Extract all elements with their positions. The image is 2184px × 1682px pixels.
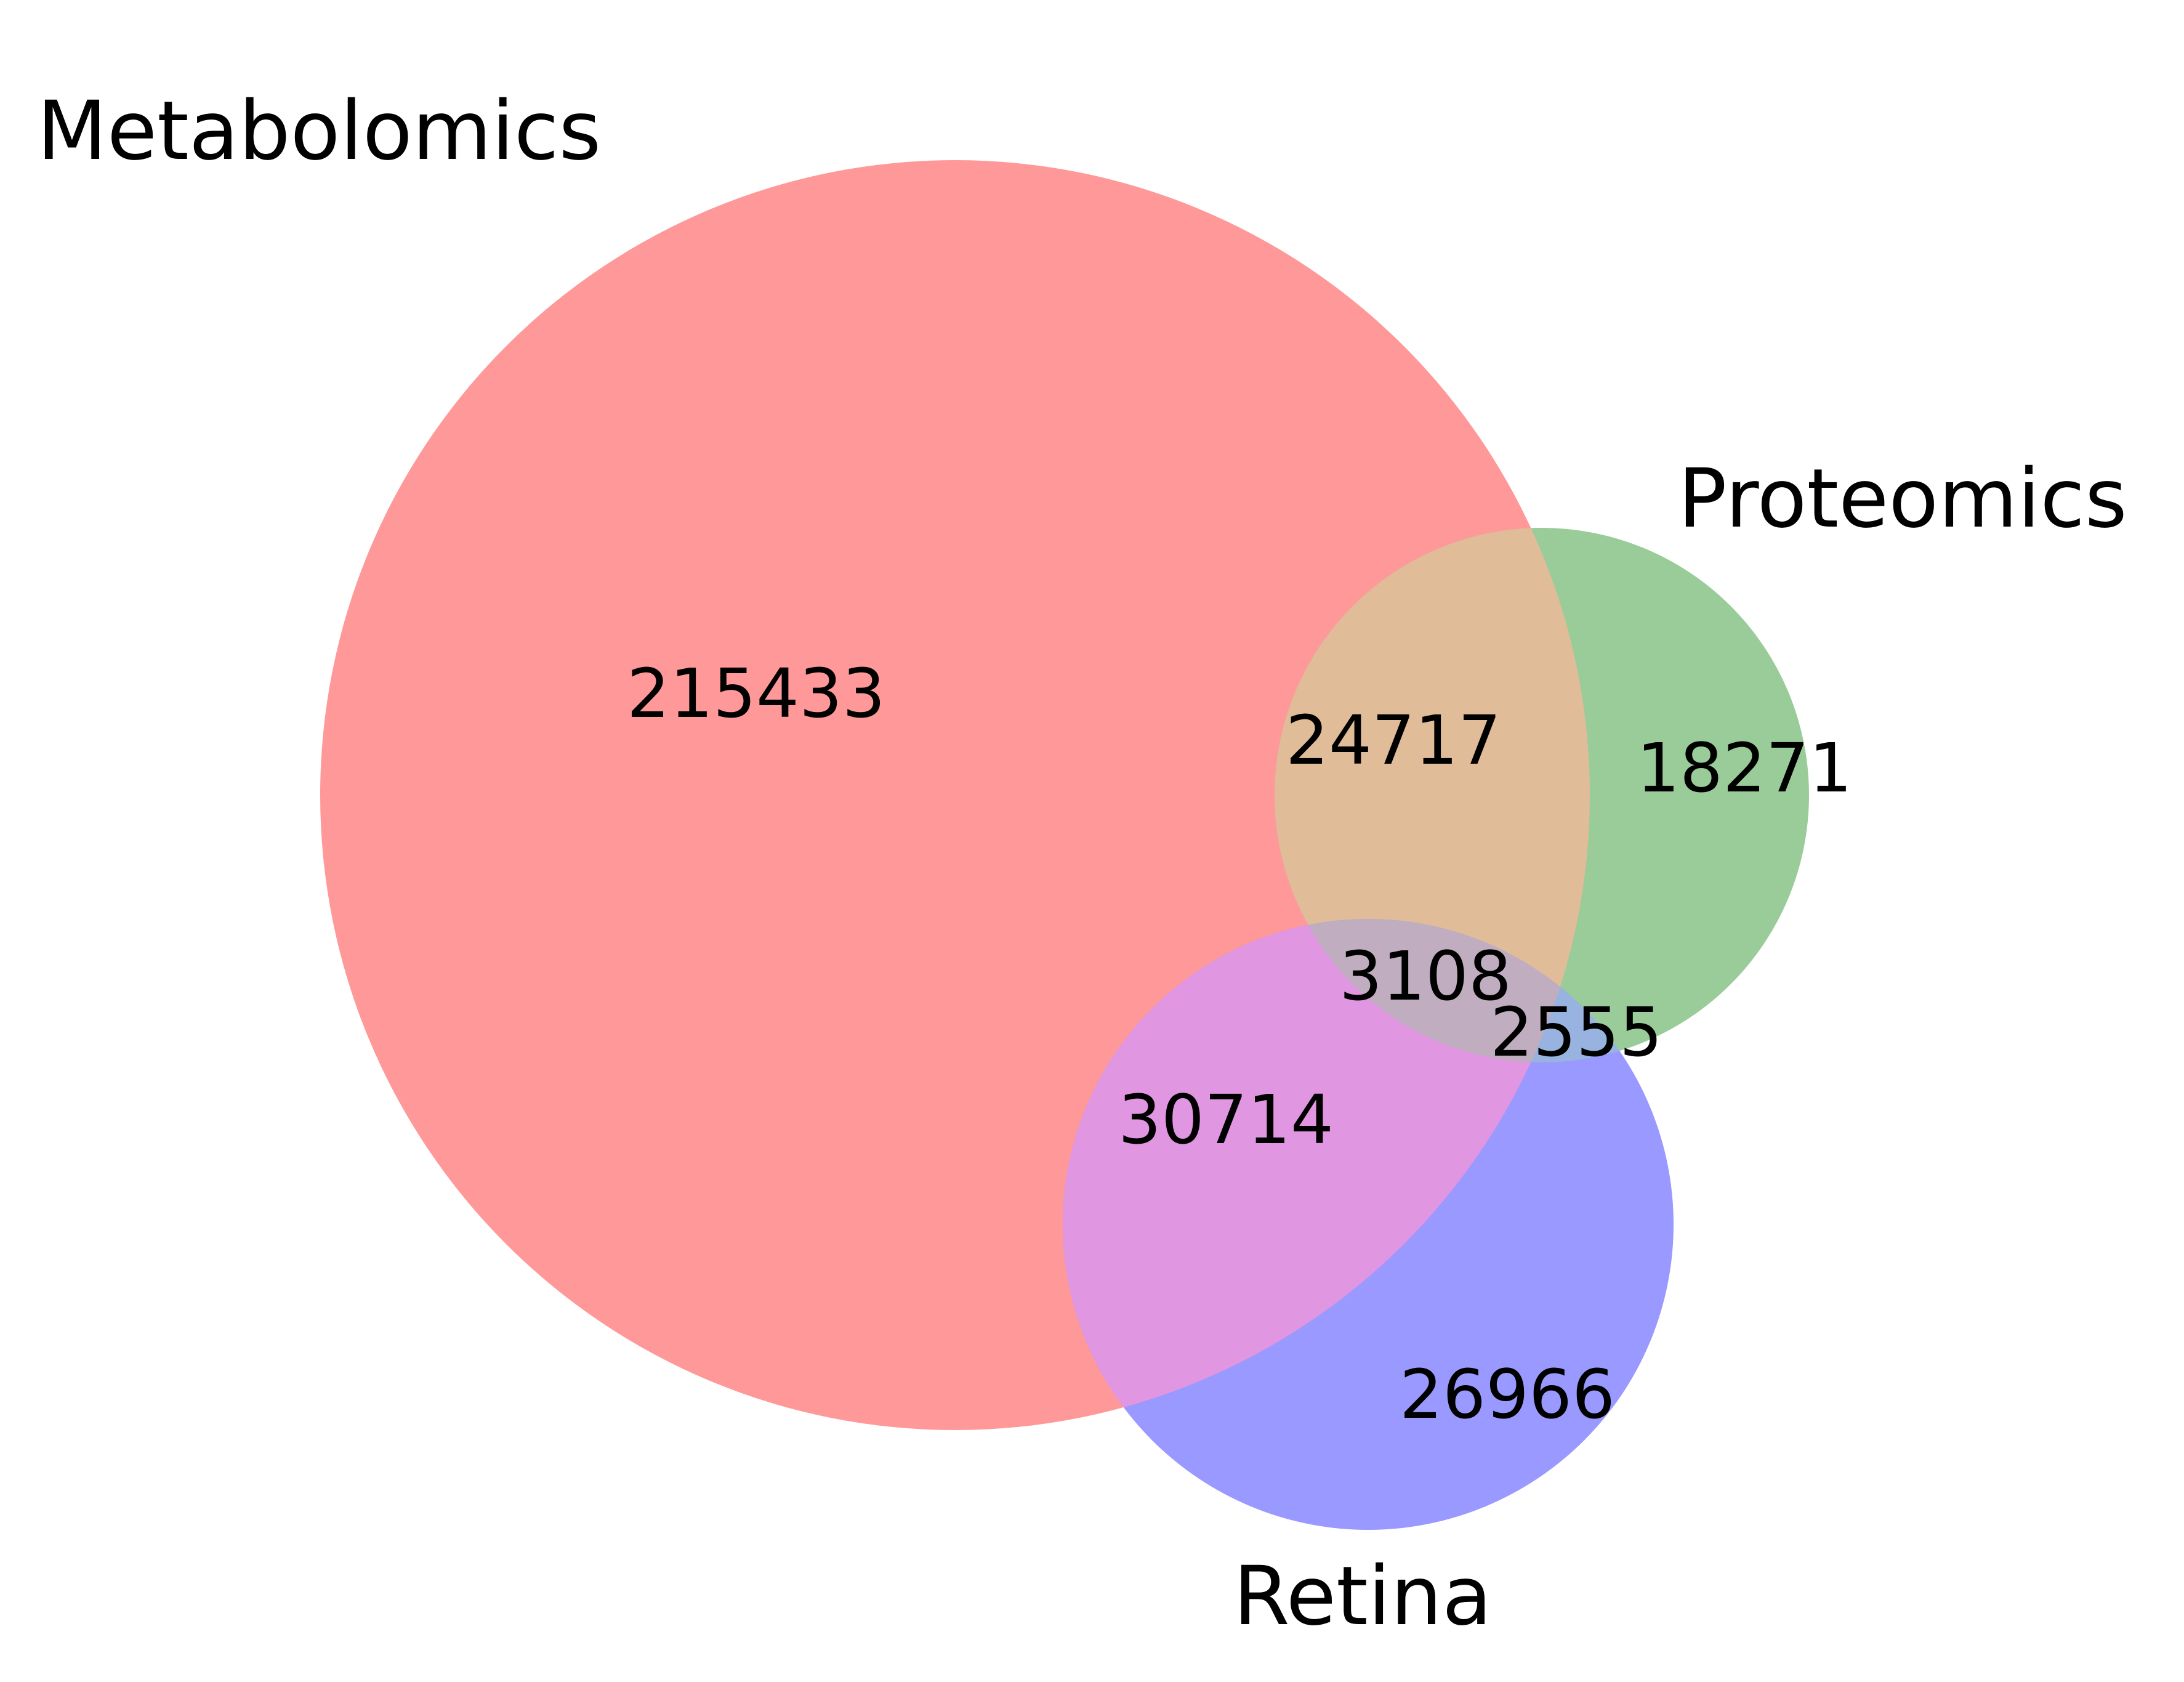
proteomics-set-label: Proteomics — [1678, 451, 2127, 546]
retina-set-label: Retina — [1233, 1549, 1492, 1644]
metabolomics-only-count: 215433 — [627, 654, 885, 733]
proteomics-retina-count: 2555 — [1490, 993, 1662, 1072]
all-three-count: 3108 — [1339, 937, 1512, 1016]
metabolomics-proteomics-count: 24717 — [1286, 701, 1501, 780]
proteomics-only-count: 18271 — [1637, 729, 1852, 807]
retina-only-count: 26966 — [1400, 1355, 1615, 1434]
metabolomics-retina-count: 30714 — [1118, 1080, 1334, 1159]
metabolomics-set-label: Metabolomics — [37, 84, 601, 179]
